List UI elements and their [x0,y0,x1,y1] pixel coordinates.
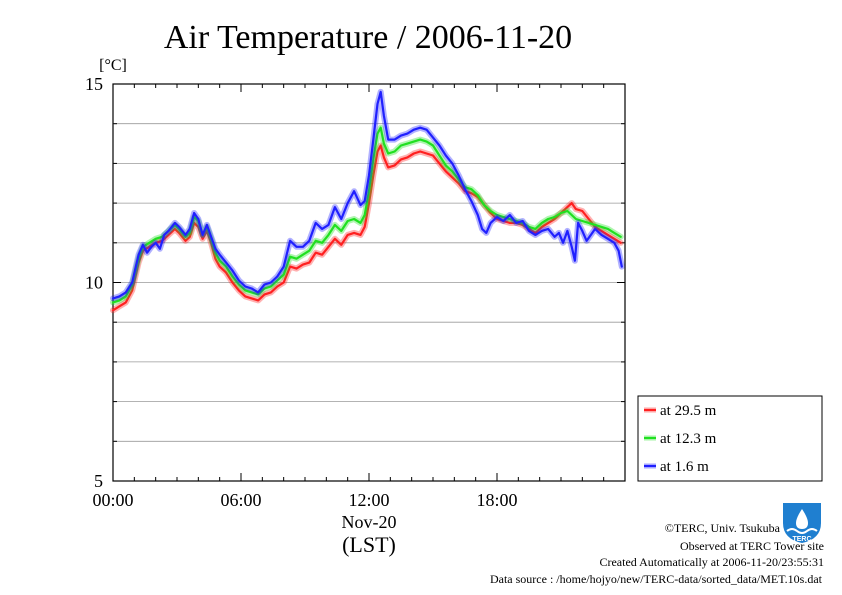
terc-logo-waves [786,528,818,534]
legend-item: at 1.6 m [644,459,709,475]
y-tick-label: 15 [85,74,103,94]
x-tick-label: 12:00 [348,490,389,510]
series-line [111,90,623,300]
series-2 [110,124,624,306]
y-tick-labels: 5 10 15 [85,74,103,491]
footer-source: Data source : /home/hojyo/new/TERC-data/… [490,572,823,586]
legend-label: at 1.6 m [660,459,709,475]
series-lines [110,88,625,314]
x-tick-label: 18:00 [476,490,517,510]
terc-logo-icon: TERC [783,503,821,543]
grid-lines [113,123,625,442]
legend-label: at 12.3 m [660,431,717,447]
y-tick-label: 10 [85,273,103,293]
legend-item: at 29.5 m [644,403,717,419]
x-tick-label: 00:00 [92,490,133,510]
y-axis-label: [°C] [99,57,127,74]
chart-title: Air Temperature / 2006-11-20 [164,19,572,56]
x-tick-label: 06:00 [220,490,261,510]
footer-copyright: ©TERC, Univ. Tsukuba [665,521,781,535]
footer-observed: Observed at TERC Tower site [680,539,824,553]
legend-box [637,395,823,482]
footer-created: Created Automatically at 2006-11-20/23:5… [599,555,824,569]
series-line [111,126,622,304]
series-line [111,144,622,312]
x-axis-date-label: Nov-20 [342,512,397,532]
legend-label: at 29.5 m [660,403,717,419]
y-tick-label: 5 [94,471,103,491]
terc-logo-text: TERC [792,536,811,543]
terc-logo-drop [796,509,808,529]
legend-item: at 12.3 m [644,431,717,447]
series-3 [110,88,625,302]
x-tick-labels: 00:00 06:00 12:00 18:00 [92,490,517,510]
series-1 [110,142,624,314]
axis-ticks [112,83,626,482]
legend: at 29.5 m at 12.3 m at 1.6 m [644,403,717,475]
x-axis-unit-label: (LST) [342,532,396,557]
